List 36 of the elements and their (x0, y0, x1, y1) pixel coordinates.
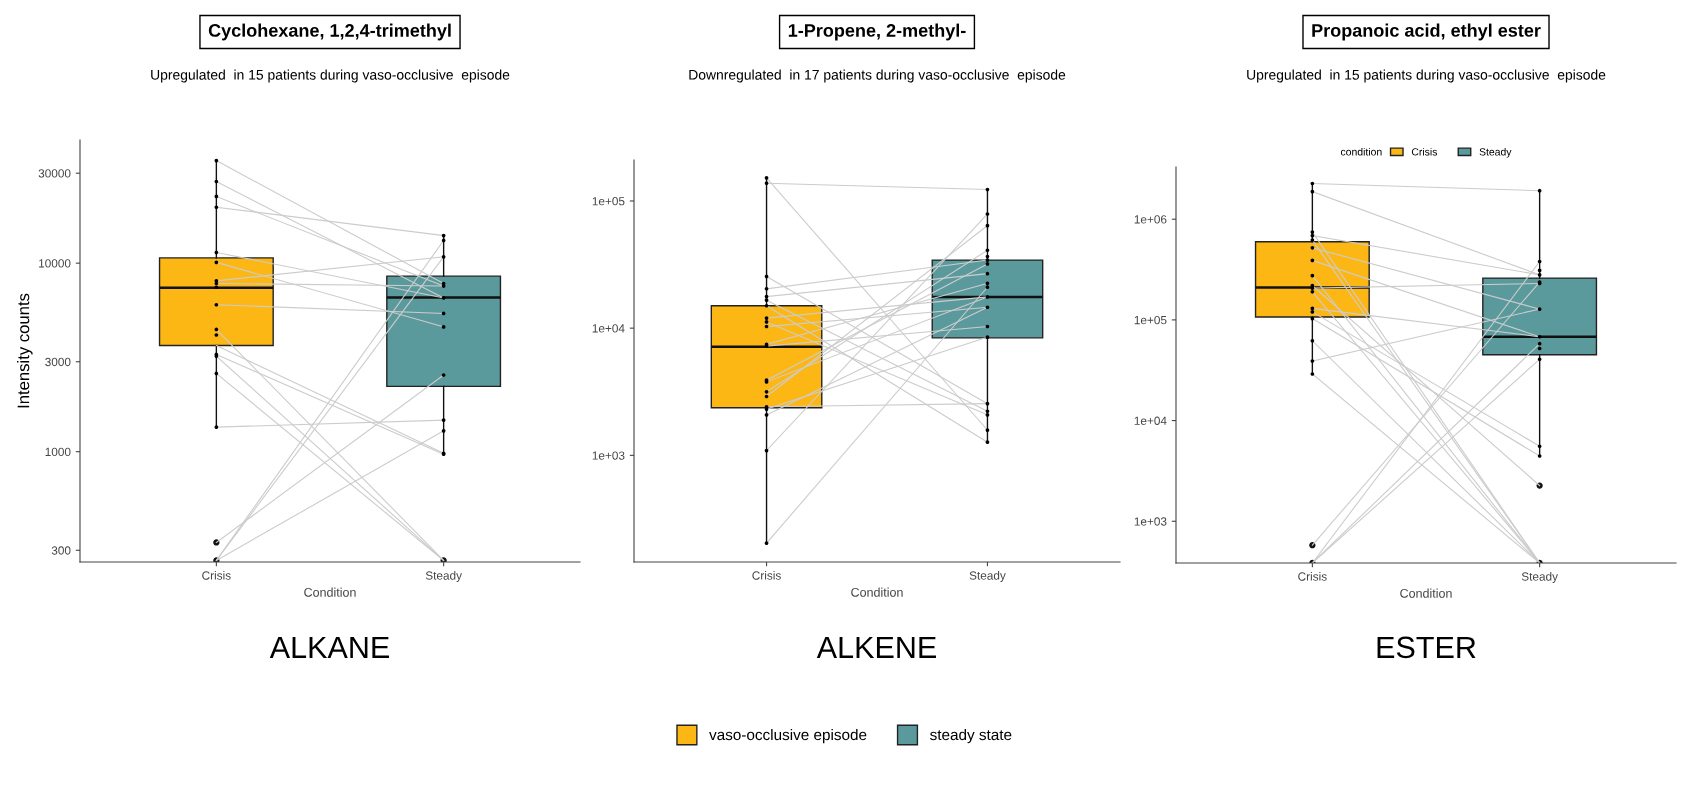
y-tick-label: 30000 (38, 169, 71, 178)
y-tick-label: 1e+05 (592, 197, 625, 206)
chart-title: Propanoic acid, ethyl ester (1312, 23, 1541, 41)
y-axis-title: Intensity counts (17, 293, 33, 408)
x-axis-title: Condition (304, 587, 356, 597)
y-tick-label: 1e+04 (1134, 416, 1167, 425)
chart-title: 1-Propene, 2-methyl- (788, 23, 966, 41)
legend-label: Crisis (1411, 147, 1438, 156)
y-tick-label: 1e+06 (1134, 215, 1167, 224)
y-tick-label: 1e+04 (592, 324, 625, 333)
text: ALKENE (816, 636, 936, 658)
y-tick-label: 10000 (39, 259, 71, 268)
y-tick-label: 1e+03 (1134, 517, 1167, 526)
chart-subtitle: Upregulated in 15 patients during vaso-occlusive episode (151, 69, 510, 83)
y-tick-label: 1e+03 (592, 451, 625, 460)
text: ALKANE (269, 636, 389, 658)
x-tick-label: Steady (425, 571, 462, 583)
legend-label: steady state (930, 728, 1012, 744)
y-tick-label: 300 (51, 546, 71, 555)
chart-title: Cyclohexane, 1,2,4-trimethyl (208, 23, 451, 41)
legend-label: vaso-occlusive episode (709, 728, 867, 744)
legend-title: condition (1340, 147, 1382, 156)
x-axis-title: Condition (1400, 588, 1452, 598)
chart-subtitle: Downregulated in 17 patients during vaso-occlusive episode (689, 69, 1066, 83)
x-tick-label: Crisis (202, 571, 231, 580)
x-axis-title: Condition (851, 587, 903, 597)
legend-label: Steady (1479, 147, 1512, 158)
y-tick-label: 3000 (45, 357, 71, 367)
chart-subtitle: Upregulated in 15 patients during vaso-occlusive episode (1247, 69, 1606, 83)
x-tick-label: Crisis (1298, 572, 1327, 581)
y-tick-label: 1000 (45, 447, 71, 457)
text: ESTER (1377, 636, 1476, 659)
x-tick-label: Crisis (752, 571, 781, 580)
y-tick-label: 1e+05 (1134, 315, 1167, 325)
x-tick-label: Steady (1521, 572, 1558, 584)
x-tick-label: Steady (969, 571, 1006, 583)
